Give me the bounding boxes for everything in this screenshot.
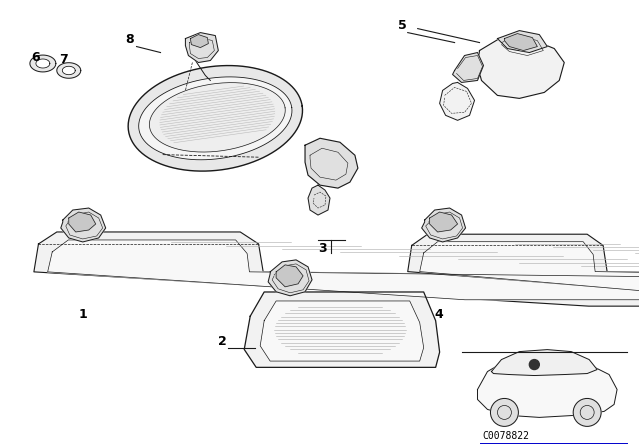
Polygon shape (452, 52, 483, 82)
Polygon shape (477, 358, 617, 418)
Polygon shape (128, 65, 303, 171)
Polygon shape (62, 66, 76, 75)
Polygon shape (186, 33, 218, 63)
Polygon shape (68, 212, 96, 232)
Circle shape (490, 398, 518, 426)
Polygon shape (149, 82, 285, 152)
Polygon shape (497, 30, 547, 52)
Polygon shape (308, 185, 330, 215)
Text: C0078822: C0078822 (483, 431, 529, 441)
Polygon shape (47, 240, 640, 300)
Polygon shape (504, 34, 538, 51)
Text: 5: 5 (397, 19, 406, 32)
Polygon shape (260, 301, 424, 361)
Polygon shape (305, 138, 358, 188)
Circle shape (529, 360, 540, 370)
Text: 7: 7 (59, 53, 68, 66)
Polygon shape (139, 77, 292, 160)
Polygon shape (440, 82, 474, 121)
Polygon shape (30, 55, 56, 72)
Polygon shape (429, 212, 458, 232)
Polygon shape (276, 265, 303, 287)
Text: 4: 4 (435, 308, 444, 321)
Text: 6: 6 (31, 51, 40, 64)
Polygon shape (244, 292, 440, 367)
Circle shape (573, 398, 601, 426)
Polygon shape (422, 208, 465, 242)
Polygon shape (36, 59, 50, 68)
Polygon shape (492, 349, 597, 375)
Polygon shape (408, 234, 640, 304)
Text: 8: 8 (125, 33, 134, 46)
Polygon shape (477, 39, 564, 99)
Polygon shape (268, 260, 312, 296)
Polygon shape (420, 241, 640, 298)
Text: 3: 3 (318, 242, 326, 255)
Polygon shape (61, 208, 106, 242)
Text: 2: 2 (218, 335, 227, 348)
Polygon shape (57, 63, 81, 78)
Text: 1: 1 (79, 308, 88, 321)
Polygon shape (34, 232, 640, 306)
Polygon shape (191, 34, 209, 47)
